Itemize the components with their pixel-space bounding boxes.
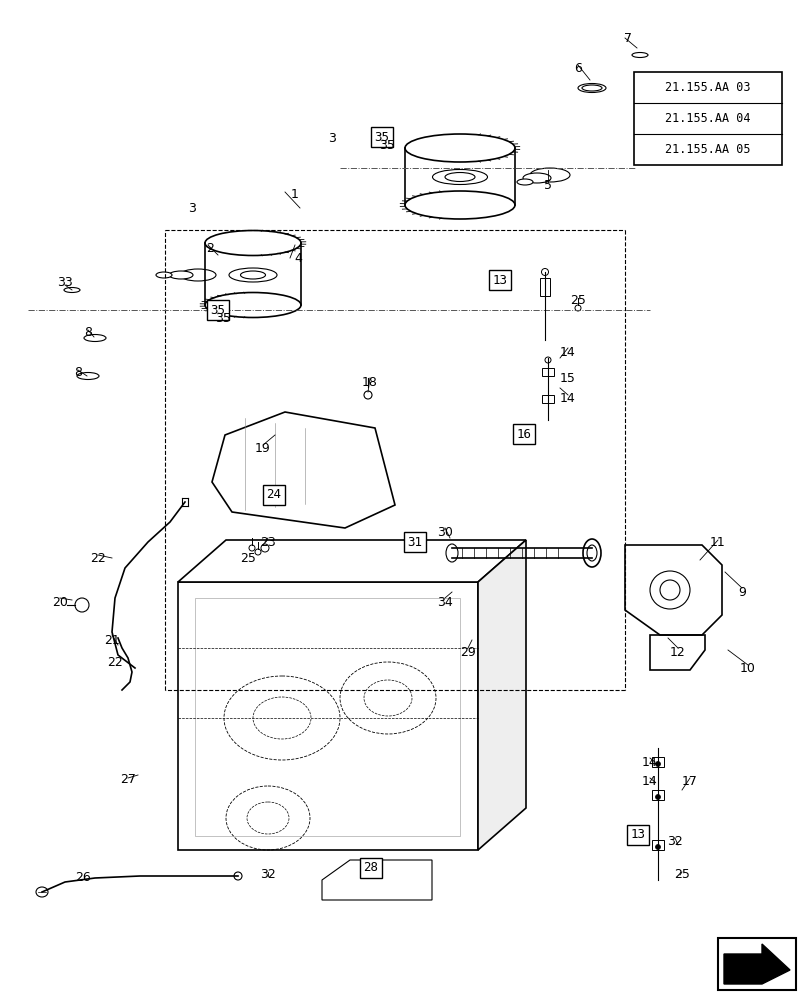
Bar (717, 938, 795, 990)
Polygon shape (723, 944, 789, 984)
Text: 10: 10 (739, 662, 755, 674)
Polygon shape (478, 540, 526, 850)
Text: 6: 6 (573, 62, 581, 75)
Text: 11: 11 (710, 536, 725, 548)
Text: 3: 3 (188, 202, 195, 215)
Text: 21: 21 (104, 634, 120, 647)
Text: 25: 25 (240, 552, 255, 564)
Text: 29: 29 (460, 646, 475, 658)
Text: 23: 23 (260, 536, 276, 548)
Bar (539, 278, 549, 296)
Text: 16: 16 (516, 428, 531, 440)
Ellipse shape (517, 179, 532, 185)
Text: 35: 35 (379, 139, 394, 152)
Text: 14: 14 (560, 391, 575, 404)
Text: 20: 20 (52, 595, 68, 608)
Bar (178, 582, 478, 850)
Polygon shape (178, 540, 526, 582)
Bar (651, 840, 663, 850)
Text: 3: 3 (328, 132, 336, 145)
Text: 27: 27 (120, 773, 135, 786)
Bar (195, 598, 460, 836)
Ellipse shape (522, 173, 551, 183)
Ellipse shape (432, 170, 487, 185)
Text: 4: 4 (294, 251, 302, 264)
Text: 35: 35 (215, 312, 230, 324)
Text: 15: 15 (560, 371, 575, 384)
Text: 28: 28 (363, 861, 378, 874)
Text: 17: 17 (681, 775, 697, 788)
Bar (541, 395, 553, 403)
Text: 14: 14 (642, 756, 657, 768)
Text: 33: 33 (57, 275, 73, 288)
Ellipse shape (581, 85, 601, 91)
Text: 8: 8 (74, 366, 82, 379)
Text: 21.155.AA 05: 21.155.AA 05 (664, 143, 750, 156)
Bar (541, 368, 553, 376)
Bar (633, 72, 781, 165)
Ellipse shape (240, 271, 265, 279)
Ellipse shape (445, 544, 457, 562)
Ellipse shape (654, 794, 659, 799)
Text: 1: 1 (290, 188, 298, 202)
Text: 13: 13 (629, 828, 645, 841)
Ellipse shape (582, 539, 600, 567)
Text: 34: 34 (436, 595, 453, 608)
Text: 18: 18 (362, 375, 377, 388)
Text: 22: 22 (90, 552, 105, 564)
Text: 22: 22 (107, 656, 122, 668)
Text: 19: 19 (255, 442, 271, 454)
Bar (651, 790, 663, 800)
Ellipse shape (405, 134, 514, 162)
Ellipse shape (229, 268, 277, 282)
Ellipse shape (169, 271, 193, 279)
Text: 30: 30 (436, 526, 453, 538)
Text: 14: 14 (642, 775, 657, 788)
Text: 25: 25 (673, 868, 689, 881)
Text: 12: 12 (669, 646, 685, 658)
Text: 35: 35 (210, 304, 225, 316)
Ellipse shape (530, 168, 569, 182)
Text: 21.155.AA 03: 21.155.AA 03 (664, 81, 750, 94)
Text: 2: 2 (206, 241, 213, 254)
Text: 32: 32 (667, 835, 682, 848)
Text: 25: 25 (569, 294, 586, 306)
Text: 24: 24 (266, 488, 281, 502)
Ellipse shape (444, 173, 474, 182)
Text: 14: 14 (560, 346, 575, 359)
Text: 26: 26 (75, 871, 91, 884)
Text: 21.155.AA 04: 21.155.AA 04 (664, 112, 750, 125)
Ellipse shape (204, 231, 301, 255)
Text: 35: 35 (374, 131, 389, 144)
Ellipse shape (156, 272, 172, 278)
Bar (651, 757, 663, 767)
Text: 9: 9 (737, 585, 745, 598)
Ellipse shape (654, 844, 659, 849)
Text: 7: 7 (623, 32, 631, 45)
Text: 31: 31 (407, 536, 422, 548)
Text: 32: 32 (260, 868, 276, 881)
Ellipse shape (654, 762, 659, 766)
Ellipse shape (180, 269, 216, 281)
Text: 5: 5 (543, 179, 551, 192)
Text: 13: 13 (492, 273, 507, 286)
Text: 8: 8 (84, 326, 92, 340)
